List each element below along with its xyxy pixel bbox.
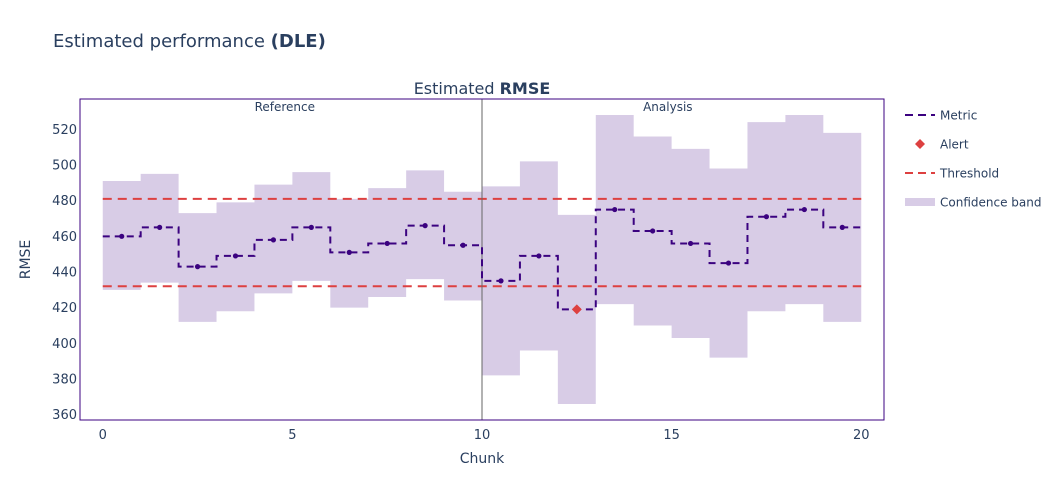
metric-point-16 xyxy=(725,260,732,266)
metric-point-0 xyxy=(119,233,125,239)
x-tick-label-20: 20 xyxy=(853,428,870,443)
period-labels: Reference Analysis xyxy=(255,100,693,114)
y-tick-label-440: 440 xyxy=(52,265,77,280)
metric-point-8 xyxy=(422,223,428,229)
legend-label-alert: Alert xyxy=(940,138,969,152)
legend-swatch-confidence-band xyxy=(905,198,935,206)
subplot-title: Estimated RMSE xyxy=(414,79,551,98)
metric-point-19 xyxy=(839,224,845,230)
legend-label-threshold: Threshold xyxy=(939,167,999,181)
y-tick-label-400: 400 xyxy=(52,337,77,352)
y-tick-label-360: 360 xyxy=(52,408,77,423)
metric-point-2 xyxy=(194,264,201,270)
metric-point-1 xyxy=(157,224,163,230)
metric-point-18 xyxy=(801,206,807,213)
metric-point-9 xyxy=(460,242,466,248)
y-tick-label-460: 460 xyxy=(52,230,77,245)
metric-point-10 xyxy=(498,278,504,284)
metric-point-17 xyxy=(763,214,770,220)
y-tick-label-500: 500 xyxy=(52,158,77,173)
metric-point-11 xyxy=(536,253,542,259)
metric-layer xyxy=(102,206,862,315)
legend-label-confidence-band: Confidence band xyxy=(940,196,1041,210)
y-tick-label-520: 520 xyxy=(52,123,77,138)
metric-point-13 xyxy=(612,206,618,213)
x-tick-label-0: 0 xyxy=(99,428,107,443)
period-label-reference: Reference xyxy=(255,100,315,114)
alert-marker-12 xyxy=(571,304,582,315)
metric-point-15 xyxy=(687,240,694,247)
metric-point-14 xyxy=(650,228,656,234)
metric-point-5 xyxy=(308,224,314,230)
metric-step-line xyxy=(102,208,862,311)
axis-ticks: 0 5 10 15 20 360 380 400 420 440 460 480 500 520 xyxy=(52,123,869,443)
y-tick-label-380: 380 xyxy=(52,372,77,387)
metric-point-6 xyxy=(346,249,352,255)
page-title: Estimated performance (DLE) xyxy=(53,31,326,52)
x-tick-label-15: 15 xyxy=(663,428,680,443)
legend: Metric Alert Threshold Confidence band xyxy=(905,109,1041,210)
x-tick-label-10: 10 xyxy=(474,428,491,443)
metric-point-7 xyxy=(384,240,390,247)
x-axis-label: Chunk xyxy=(460,451,505,467)
metric-point-4 xyxy=(270,237,277,243)
legend-swatch-alert xyxy=(915,139,925,149)
x-tick-label-5: 5 xyxy=(288,428,296,443)
y-tick-label-420: 420 xyxy=(52,301,77,316)
y-axis-label: RMSE xyxy=(18,240,34,280)
period-label-analysis: Analysis xyxy=(643,100,692,114)
legend-label-metric: Metric xyxy=(940,109,977,123)
y-tick-label-480: 480 xyxy=(52,194,77,209)
plot-frame xyxy=(79,98,885,421)
metric-point-3 xyxy=(232,253,239,259)
